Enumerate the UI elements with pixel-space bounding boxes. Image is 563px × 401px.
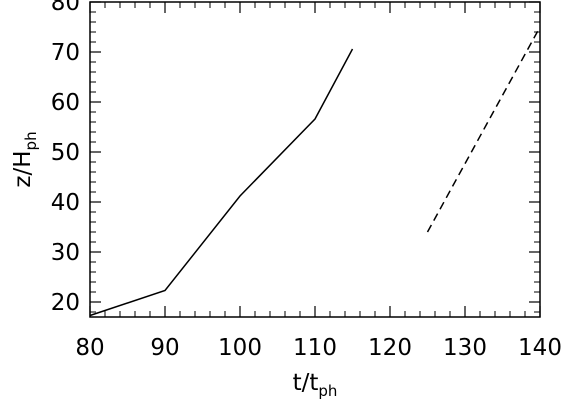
x-tick-label: 110 [293,335,337,361]
y-axis-label-main: z/H [10,150,36,187]
x-tick-label: 130 [443,335,487,361]
y-tick-label: 30 [51,240,80,266]
plot-frame [89,1,541,318]
series-line-1-solid [89,48,354,317]
y-tick-label: 20 [51,290,80,316]
y-tick-label: 80 [51,0,80,16]
y-tick-label: 70 [51,40,80,66]
y-tick-label: 50 [51,140,80,166]
x-tick-label: 140 [518,335,562,361]
y-tick-label: 40 [51,190,80,216]
x-tick-label: 80 [75,335,104,361]
y-tick-labels: 20 30 40 50 60 70 80 [51,0,80,316]
x-tick-label: 100 [218,335,262,361]
x-tick-labels: 80 90 100 110 120 130 140 [75,335,562,361]
y-axis-label-sub: ph [22,131,40,150]
series-line-2-dashed [426,26,541,233]
x-tick-label: 120 [368,335,412,361]
plot-area [89,1,541,318]
x-axis-label-sub: ph [318,382,337,400]
series-group [89,26,541,317]
axis-ticks [89,1,541,317]
y-axis-label: z/Hph [10,131,40,187]
x-axis-label-main: t/t [293,370,319,396]
y-tick-label: 60 [51,90,80,116]
x-axis-label: t/tph [293,370,338,400]
x-tick-label: 90 [150,335,179,361]
